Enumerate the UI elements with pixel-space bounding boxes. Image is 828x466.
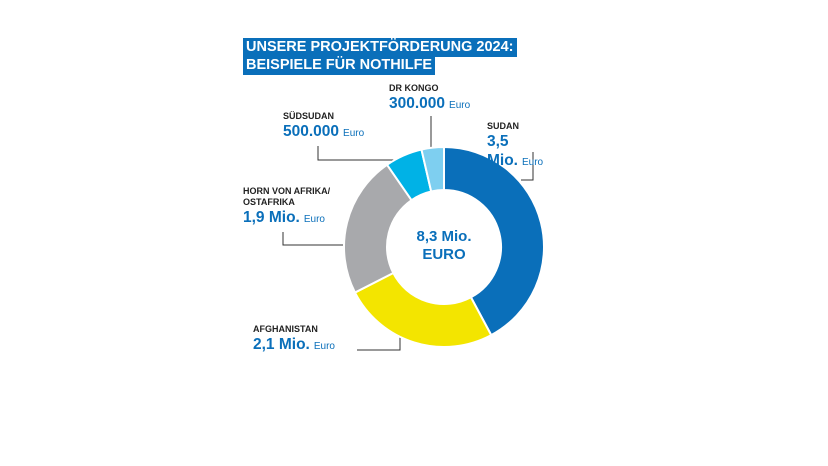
- unit-label: Euro: [522, 157, 544, 168]
- value-row: 3,5 Mio. Euro: [487, 132, 547, 172]
- chart-title: BEISPIELE FÜR NOTHILFE: [243, 56, 436, 75]
- leader-line: [282, 232, 343, 246]
- unit-label: Euro: [343, 128, 365, 139]
- slice-label: DR KONGO 300.000 Euro: [389, 83, 509, 115]
- leader-line: [521, 152, 534, 181]
- leader-lines: [282, 116, 534, 351]
- slice-label: SUDAN 3,5 Mio. Euro: [487, 121, 547, 172]
- donut: [343, 145, 546, 348]
- value-row: 500.000 Euro: [283, 122, 403, 143]
- category-label: DR KONGO: [389, 83, 439, 93]
- value-row: 1,9 Mio. Euro: [243, 208, 363, 229]
- donut-slice: [443, 145, 546, 337]
- slice-label: AFGHANISTAN 2,1 Mio. Euro: [253, 324, 373, 356]
- slice-label: SÜDSUDAN 500.000 Euro: [283, 111, 403, 143]
- unit-label: Euro: [449, 100, 471, 111]
- value-row: 300.000 Euro: [389, 94, 509, 115]
- chart-title: UNSERE PROJEKTFÖRDERUNG 2024:: [243, 38, 517, 57]
- category-label: SUDAN: [487, 121, 520, 131]
- value-label: 1,9 Mio.: [243, 209, 300, 226]
- leader-line: [317, 146, 395, 161]
- category-label: HORN VON AFRIKA/ OSTAFRIKA: [243, 186, 331, 207]
- value-row: 2,1 Mio. Euro: [253, 335, 373, 356]
- category-label: AFGHANISTAN: [253, 324, 318, 334]
- center-label: 8,3 Mio.: [416, 228, 472, 245]
- value-label: 2,1 Mio.: [253, 336, 310, 353]
- leader-line: [357, 335, 401, 351]
- value-label: 300.000: [389, 95, 446, 112]
- value-label: 500.000: [283, 123, 340, 140]
- donut-slice: [353, 271, 493, 348]
- value-label: 3,5 Mio.: [487, 133, 518, 169]
- slice-label: HORN VON AFRIKA/ OSTAFRIKA 1,9 Mio. Euro: [243, 186, 363, 229]
- unit-label: Euro: [313, 341, 335, 352]
- unit-label: Euro: [303, 214, 325, 225]
- category-label: SÜDSUDAN: [283, 111, 335, 121]
- donut-slice: [420, 145, 445, 193]
- center-label: EURO: [422, 246, 466, 263]
